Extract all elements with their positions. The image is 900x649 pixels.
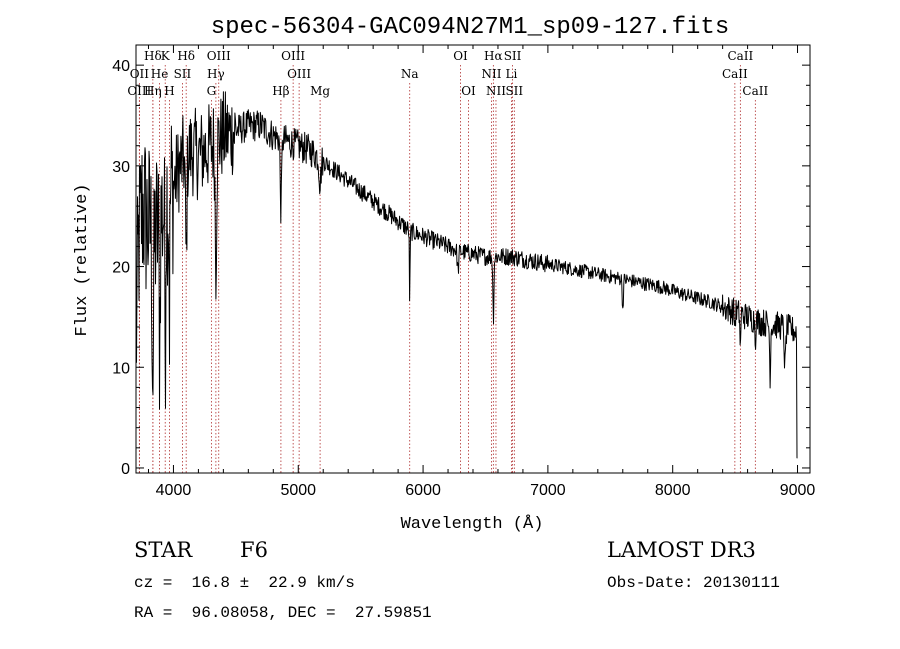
line-marker-label-10: He — [151, 67, 169, 81]
x-tick-label-0: 4000 — [156, 482, 192, 499]
x-tick-label-4: 8000 — [655, 482, 691, 499]
y-tick-label-2: 20 — [112, 260, 130, 277]
line-marker-label-5: OI — [453, 49, 468, 63]
line-marker-label-27: CaII — [742, 84, 768, 98]
line-marker-label-9: OII — [130, 67, 150, 81]
coordinates-readout: RA = 96.08058, DEC = 27.59851 — [134, 604, 432, 622]
x-axis-label: Wavelength (Å) — [401, 515, 544, 534]
x-tick-label-1: 5000 — [280, 482, 316, 499]
object-subclass: F6 — [240, 538, 268, 562]
x-tick-label-2: 6000 — [405, 482, 441, 499]
line-marker-label-19: Hη — [144, 84, 162, 98]
line-marker-label-22: Hβ — [272, 84, 289, 98]
line-marker-label-16: Li — [506, 67, 518, 81]
plot-frame — [135, 44, 811, 474]
line-marker-label-18: OIII — [127, 84, 151, 98]
object-type: STAR — [134, 538, 193, 562]
chart-title: spec-56304-GAC094N27M1_sp09-127.fits — [211, 14, 729, 41]
line-marker-label-6: Hα — [484, 49, 503, 63]
observation-date: Obs-Date: 20130111 — [607, 574, 780, 592]
y-tick-label-3: 30 — [112, 159, 130, 176]
line-marker-label-21: G — [207, 84, 217, 98]
survey-name: LAMOST DR3 — [607, 538, 756, 562]
spectrum-line — [135, 91, 798, 459]
line-marker-label-14: Na — [401, 67, 419, 81]
line-marker-label-4: OIII — [281, 49, 305, 63]
line-marker-label-12: Hγ — [207, 67, 225, 81]
line-marker-label-1: K — [161, 49, 171, 63]
x-tick-label-5: 9000 — [780, 482, 816, 499]
line-marker-label-13: OIII — [287, 67, 311, 81]
line-marker-label-7: SII — [504, 49, 522, 63]
line-marker-label-0: Hδ — [144, 49, 162, 63]
redshift-readout: cz = 16.8 ± 22.9 km/s — [134, 574, 355, 592]
line-marker-label-15: NII — [481, 67, 501, 81]
y-axis-label: Flux (relative) — [73, 183, 92, 336]
x-axis-ticks: 4000 5000 6000 7000 8000 9000 — [147, 45, 816, 499]
line-marker-label-23: Mg — [310, 84, 330, 98]
line-marker-label-17: CaII — [722, 67, 748, 81]
y-tick-label-0: 0 — [121, 461, 130, 478]
line-marker-label-11: SII — [174, 67, 192, 81]
line-marker-label-8: CaII — [727, 49, 753, 63]
x-tick-label-3: 7000 — [530, 482, 566, 499]
line-marker-label-3: OIII — [207, 49, 231, 63]
y-tick-label-4: 40 — [112, 58, 130, 75]
y-tick-label-1: 10 — [112, 360, 130, 377]
line-marker-label-24: OI — [461, 84, 476, 98]
spectrum-series — [135, 91, 798, 459]
y-axis-ticks: 0 10 20 30 40 — [112, 58, 810, 478]
line-marker-label-26: SII — [505, 84, 523, 98]
line-marker-label-20: H — [164, 84, 174, 98]
line-marker-label-25: NII — [486, 84, 506, 98]
line-marker-label-2: Hδ — [177, 49, 195, 63]
